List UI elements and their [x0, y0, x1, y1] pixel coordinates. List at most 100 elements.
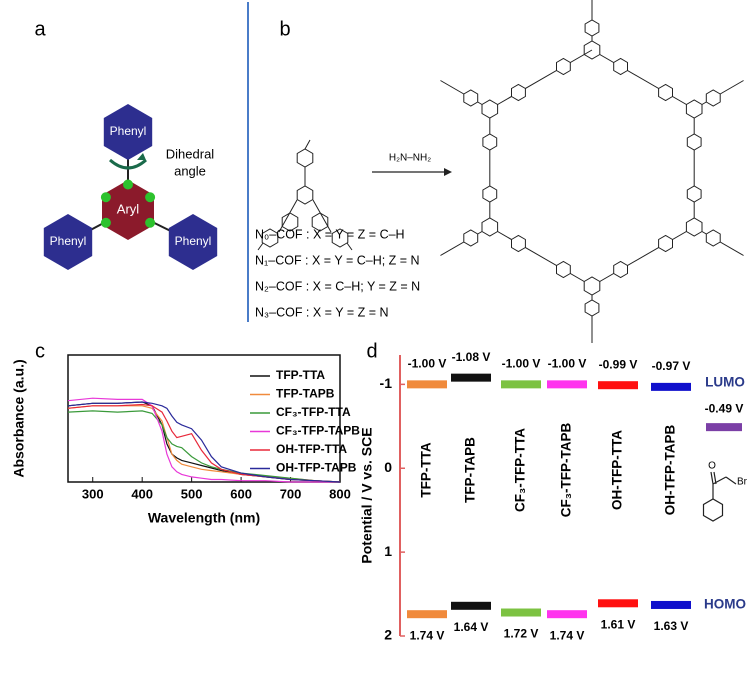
ring — [584, 299, 600, 317]
value-label: 1.74 V — [410, 628, 445, 642]
legend-label: OH-TFP-TAPB — [276, 461, 357, 475]
panel-label: b — [279, 18, 290, 40]
ring — [311, 212, 329, 232]
ring — [261, 228, 279, 248]
value-label: 1.72 V — [504, 627, 539, 641]
category-label: OH-TFP-TAPB — [663, 425, 678, 516]
bond — [489, 226, 593, 287]
line-series — [67, 397, 340, 483]
value-label: 1.64 V — [454, 620, 489, 634]
atom: Br — [737, 477, 748, 488]
y-axis-title: Absorbance (a.u.) — [11, 359, 27, 477]
reagent-structure — [702, 471, 737, 522]
variant-label: N₃–COF : X = Y = Z = N — [255, 305, 389, 319]
energy-level — [547, 610, 587, 619]
ring — [482, 185, 498, 203]
value-label: -1.00 V — [548, 357, 587, 371]
ring — [613, 260, 628, 279]
atom-dot — [145, 192, 156, 203]
value-label: -1.08 V — [452, 350, 491, 364]
energy-level — [407, 610, 447, 619]
ring — [331, 228, 349, 248]
x-tick-label: 600 — [230, 486, 252, 501]
variant-label: N₁–COF : X = Y = C–H; Z = N — [255, 253, 420, 267]
ring — [556, 57, 571, 76]
energy-level — [451, 601, 491, 610]
x-tick-label: 700 — [280, 486, 302, 501]
triazine — [481, 217, 499, 237]
triazine — [481, 99, 499, 119]
panel-label: a — [34, 18, 46, 40]
x-tick-label: 400 — [131, 486, 153, 501]
legend-label: TFP-TTA — [276, 368, 325, 382]
arrow-head — [137, 153, 146, 160]
annotation: angle — [174, 163, 206, 178]
panel-label: c — [35, 340, 45, 362]
bond — [591, 49, 695, 110]
ring-label: Phenyl — [50, 234, 87, 248]
energy-level — [407, 380, 447, 389]
cof-structure — [440, 0, 744, 343]
series-label: HOMO — [704, 597, 746, 612]
atom-dot — [100, 217, 111, 228]
bond — [710, 471, 737, 499]
value-label: -1.00 V — [502, 357, 541, 371]
variant-label: N₂–COF : X = C–H; Y = Z = N — [255, 279, 420, 293]
y-tick-label: 2 — [384, 627, 392, 643]
ring — [296, 185, 314, 205]
ring — [705, 89, 721, 107]
ring — [686, 133, 702, 151]
y-tick-label: 1 — [384, 543, 392, 559]
energy-level — [547, 380, 587, 389]
energy-level — [651, 382, 691, 391]
energy-level — [706, 423, 742, 432]
ring — [584, 19, 600, 37]
y-tick-label: 0 — [384, 459, 392, 475]
ring — [686, 185, 702, 203]
ring-label: Phenyl — [110, 124, 147, 138]
atom-dot — [123, 179, 133, 190]
x-axis-title: Wavelength (nm) — [148, 510, 260, 526]
bond — [257, 139, 353, 251]
atom-dot — [145, 217, 156, 228]
value-label: -0.97 V — [652, 359, 691, 373]
variant-label: N₀–COF : X = Y = Z = C–H — [255, 227, 405, 241]
ring — [705, 229, 721, 247]
category-label: TFP-TAPB — [463, 437, 478, 503]
ring-label: Phenyl — [175, 234, 212, 248]
atom: O — [708, 461, 716, 472]
energy-level — [501, 380, 541, 389]
phenyl-ring — [43, 214, 93, 270]
phenyl-ring — [168, 214, 218, 270]
line-series — [67, 410, 341, 483]
triazine — [685, 99, 703, 119]
reagent: H₂N–NH₂ — [389, 153, 431, 164]
ring-label: Aryl — [117, 201, 140, 216]
plot-frame — [67, 354, 341, 483]
ring — [296, 148, 314, 168]
ring — [702, 498, 724, 522]
ring — [511, 83, 526, 102]
value-label: 1.61 V — [601, 617, 636, 631]
value-label: -0.99 V — [599, 357, 638, 371]
ring — [613, 57, 628, 76]
legend-label: OH-TFP-TTA — [276, 442, 347, 456]
ring — [482, 133, 498, 151]
arrow-head — [444, 168, 452, 176]
energy-level — [651, 600, 691, 609]
phenyl-ring — [103, 104, 153, 160]
ring — [556, 260, 571, 279]
y-tick-label: -1 — [380, 375, 393, 391]
annotation: Dihedral — [166, 146, 215, 161]
value-label: 1.74 V — [550, 628, 585, 642]
value-label: -1.00 V — [408, 357, 447, 371]
atom-dot — [100, 192, 111, 203]
bond — [489, 49, 593, 110]
triazine — [583, 276, 601, 296]
line-series — [67, 401, 341, 483]
energy-level — [598, 381, 638, 390]
ring — [463, 229, 479, 247]
legend-label: CF₃-TFP-TTA — [276, 405, 351, 419]
